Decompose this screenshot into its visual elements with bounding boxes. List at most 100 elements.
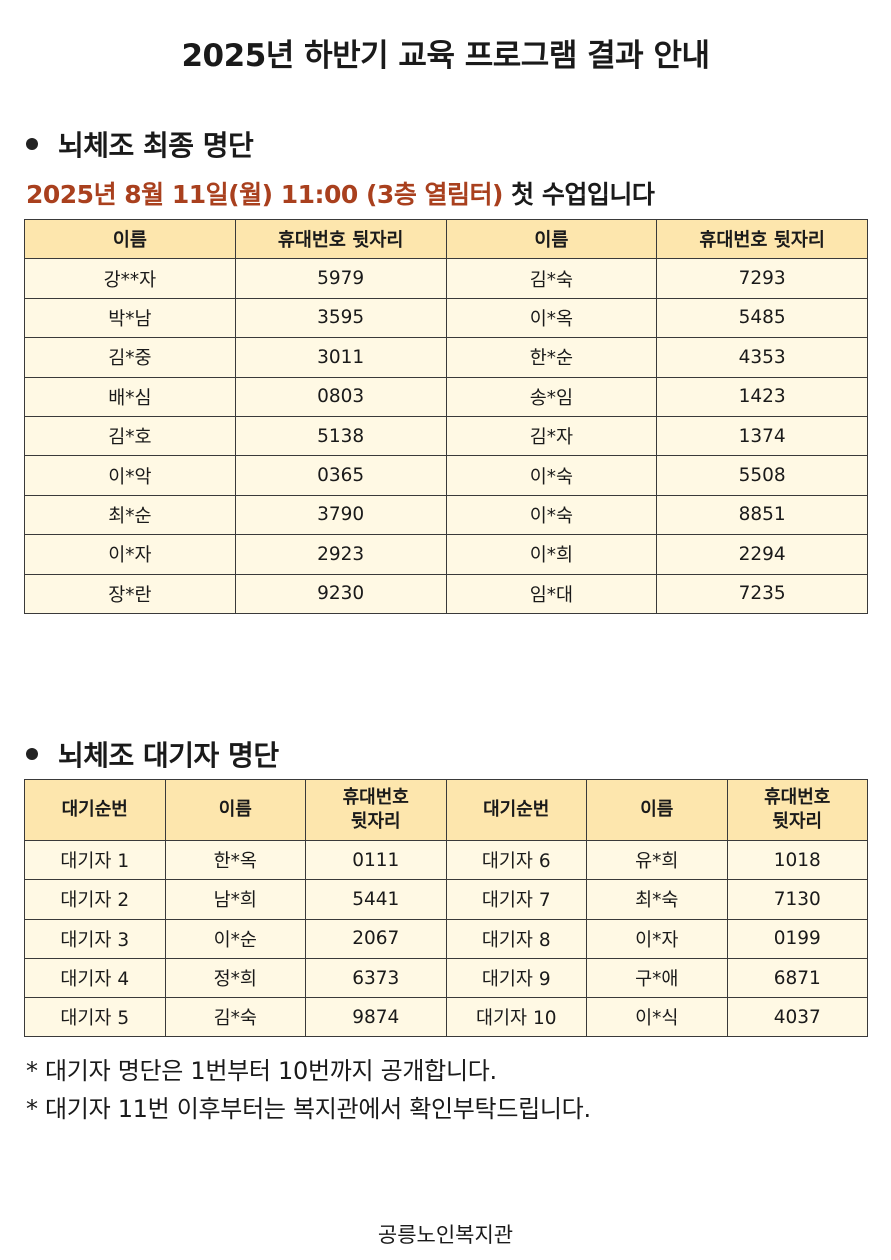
table-cell: 강**자 xyxy=(24,258,236,299)
bullet-icon xyxy=(26,138,38,150)
table-cell: 이*자 xyxy=(24,534,236,575)
table-cell: 9874 xyxy=(305,997,447,1038)
header-wait-order-2: 대기순번 xyxy=(445,779,587,841)
table-cell: 대기자 4 xyxy=(24,957,166,999)
table-row: 대기자 5 김*숙 9874 대기자 10 이*식 4037 xyxy=(24,997,868,1038)
header-name-1: 이름 xyxy=(164,779,306,841)
class-notice-rest: 첫 수업입니다 xyxy=(502,180,655,209)
header-name-1: 이름 xyxy=(24,218,236,260)
table-cell: 6373 xyxy=(305,957,447,999)
table-cell: 대기자 5 xyxy=(24,997,166,1038)
note-line: * 대기자 11번 이후부터는 복지관에서 확인부탁드립니다. xyxy=(26,1095,591,1123)
waitlist-body: 대기자 1 한*옥 0111 대기자 6 유*희 1018 대기자 2 남*희 5441 대기자 … xyxy=(24,839,868,1038)
table-cell: 2067 xyxy=(305,918,447,959)
table-row: 장*란 9230 임*대 7235 xyxy=(24,573,868,614)
table-cell: 1374 xyxy=(656,415,868,457)
table-cell: 김*호 xyxy=(24,415,236,457)
class-notice: 2025년 8월 11일(월) 11:00 (3층 열림터) 첫 수업입니다 xyxy=(26,175,655,211)
header-line: 대기순번 xyxy=(483,798,550,820)
table-cell: 구*애 xyxy=(586,957,728,999)
header-line: 휴대번호 xyxy=(342,786,409,808)
header-name-2: 이름 xyxy=(445,218,658,260)
notes: * 대기자 명단은 1번부터 10번까지 공개합니다. * 대기자 11번 이후… xyxy=(26,1052,591,1128)
table-cell: 2294 xyxy=(656,534,868,575)
header-line: 뒷자리 xyxy=(772,811,823,832)
table-header-row: 이름 휴대번호 뒷자리 이름 휴대번호 뒷자리 xyxy=(24,218,868,260)
header-line: 뒷자리 xyxy=(350,811,401,832)
table-cell: 3595 xyxy=(234,297,447,339)
table-cell: 1018 xyxy=(726,839,868,881)
final-list-table: 이름 휴대번호 뒷자리 이름 휴대번호 뒷자리 강**자 5979 김*숙 7293 박… xyxy=(24,218,868,614)
table-cell: 5508 xyxy=(656,455,868,496)
table-cell: 3011 xyxy=(234,337,447,378)
table-cell: 대기자 10 xyxy=(445,997,587,1038)
table-cell: 김*중 xyxy=(24,337,236,378)
header-line: 이름 xyxy=(218,798,252,820)
table-cell: 9230 xyxy=(234,573,447,614)
table-row: 최*순 3790 이*숙 8851 xyxy=(24,494,868,536)
table-cell: 5441 xyxy=(305,879,447,920)
table-cell: 이*식 xyxy=(586,997,728,1038)
class-date-highlight: 2025년 8월 11일(월) 11:00 (3층 열림터) xyxy=(26,180,503,209)
header-phone-1: 휴대번호 뒷자리 xyxy=(234,218,447,260)
table-row: 대기자 3 이*순 2067 대기자 8 이*자 0199 xyxy=(24,918,868,959)
table-cell: 6871 xyxy=(726,957,868,999)
table-cell: 대기자 2 xyxy=(24,879,166,920)
table-cell: 2923 xyxy=(234,534,447,575)
waitlist-heading-text: 뇌체조 대기자 명단 xyxy=(58,739,279,772)
table-cell: 송*임 xyxy=(445,376,658,417)
table-row: 배*심 0803 송*임 1423 xyxy=(24,376,868,417)
table-cell: 3790 xyxy=(234,494,447,536)
table-cell: 최*순 xyxy=(24,494,236,536)
table-cell: 대기자 3 xyxy=(24,918,166,959)
header-wait-order-1: 대기순번 xyxy=(24,779,166,841)
table-cell: 5485 xyxy=(656,297,868,339)
table-cell: 7293 xyxy=(656,258,868,299)
table-cell: 정*희 xyxy=(164,957,306,999)
table-cell: 한*옥 xyxy=(164,839,306,881)
table-row: 박*남 3595 이*옥 5485 xyxy=(24,297,868,339)
table-cell: 대기자 6 xyxy=(445,839,587,881)
table-cell: 장*란 xyxy=(24,573,236,614)
table-cell: 0803 xyxy=(234,376,447,417)
table-cell: 이*희 xyxy=(445,534,658,575)
table-row: 대기자 1 한*옥 0111 대기자 6 유*희 1018 xyxy=(24,839,868,881)
table-row: 이*자 2923 이*희 2294 xyxy=(24,534,868,575)
table-cell: 대기자 7 xyxy=(445,879,587,920)
table-cell: 1423 xyxy=(656,376,868,417)
table-cell: 김*숙 xyxy=(164,997,306,1038)
table-cell: 7235 xyxy=(656,573,868,614)
table-cell: 임*대 xyxy=(445,573,658,614)
table-row: 이*악 0365 이*숙 5508 xyxy=(24,455,868,496)
table-cell: 대기자 1 xyxy=(24,839,166,881)
page-title: 2025년 하반기 교육 프로그램 결과 안내 xyxy=(181,38,710,74)
table-cell: 이*옥 xyxy=(445,297,658,339)
table-cell: 최*숙 xyxy=(586,879,728,920)
bullet-icon xyxy=(26,748,38,760)
table-row: 대기자 4 정*희 6373 대기자 9 구*애 6871 xyxy=(24,957,868,999)
table-cell: 박*남 xyxy=(24,297,236,339)
table-row: 강**자 5979 김*숙 7293 xyxy=(24,258,868,299)
table-cell: 8851 xyxy=(656,494,868,536)
table-cell: 남*희 xyxy=(164,879,306,920)
table-cell: 7130 xyxy=(726,879,868,920)
table-cell: 0199 xyxy=(726,918,868,959)
table-cell: 대기자 9 xyxy=(445,957,587,999)
table-cell: 5979 xyxy=(234,258,447,299)
header-name-2: 이름 xyxy=(586,779,728,841)
table-cell: 0365 xyxy=(234,455,447,496)
table-cell: 이*숙 xyxy=(445,494,658,536)
table-row: 대기자 2 남*희 5441 대기자 7 최*숙 7130 xyxy=(24,879,868,920)
table-cell: 김*숙 xyxy=(445,258,658,299)
table-cell: 이*자 xyxy=(586,918,728,959)
header-line: 대기순번 xyxy=(61,798,128,820)
table-cell: 4037 xyxy=(726,997,868,1038)
table-cell: 배*심 xyxy=(24,376,236,417)
table-cell: 한*순 xyxy=(445,337,658,378)
footer-organization: 공릉노인복지관 xyxy=(377,1223,514,1247)
table-cell: 0111 xyxy=(305,839,447,881)
header-line: 휴대번호 xyxy=(764,786,831,808)
